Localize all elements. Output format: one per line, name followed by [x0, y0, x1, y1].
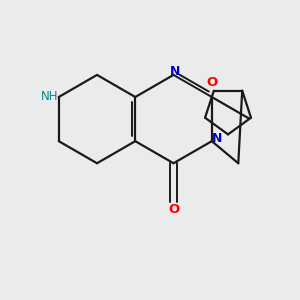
Text: NH: NH	[40, 91, 58, 103]
Text: O: O	[168, 203, 179, 216]
Text: O: O	[207, 76, 218, 89]
Text: N: N	[170, 65, 180, 78]
Text: N: N	[212, 132, 222, 145]
